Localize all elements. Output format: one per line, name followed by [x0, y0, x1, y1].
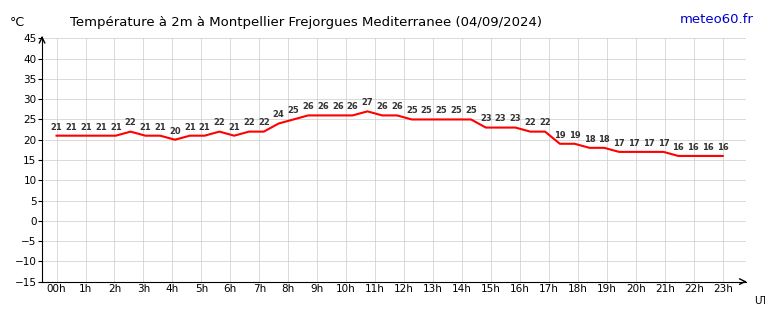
Text: 17: 17: [658, 139, 669, 148]
Text: 27: 27: [362, 98, 373, 107]
Text: 21: 21: [110, 123, 122, 132]
Text: 18: 18: [598, 135, 610, 144]
Text: 17: 17: [643, 139, 655, 148]
Text: 25: 25: [465, 106, 477, 115]
Text: °C: °C: [10, 16, 25, 29]
Text: 23: 23: [495, 115, 506, 124]
Text: 21: 21: [80, 123, 92, 132]
Text: 22: 22: [213, 118, 225, 127]
Text: 21: 21: [184, 123, 196, 132]
Text: 21: 21: [155, 123, 166, 132]
Text: UTC: UTC: [754, 296, 765, 306]
Text: 26: 26: [317, 102, 329, 111]
Text: 19: 19: [554, 131, 565, 140]
Text: 25: 25: [406, 106, 418, 115]
Text: 26: 26: [302, 102, 314, 111]
Text: 24: 24: [273, 110, 285, 119]
Text: 22: 22: [243, 118, 255, 127]
Text: Température à 2m à Montpellier Frejorgues Mediterranee (04/09/2024): Température à 2m à Montpellier Frejorgue…: [70, 16, 542, 29]
Text: 16: 16: [717, 143, 728, 152]
Text: 16: 16: [702, 143, 714, 152]
Text: 22: 22: [125, 118, 136, 127]
Text: meteo60.fr: meteo60.fr: [679, 13, 754, 26]
Text: 21: 21: [139, 123, 151, 132]
Text: 22: 22: [258, 118, 270, 127]
Text: 25: 25: [288, 106, 299, 115]
Text: 20: 20: [169, 127, 181, 136]
Text: 19: 19: [569, 131, 581, 140]
Text: 17: 17: [628, 139, 640, 148]
Text: 16: 16: [672, 143, 684, 152]
Text: 21: 21: [228, 123, 240, 132]
Text: 21: 21: [50, 123, 63, 132]
Text: 21: 21: [66, 123, 77, 132]
Text: 25: 25: [435, 106, 448, 115]
Text: 23: 23: [509, 115, 521, 124]
Text: 23: 23: [480, 115, 492, 124]
Text: 26: 26: [391, 102, 403, 111]
Text: 22: 22: [539, 118, 551, 127]
Text: 25: 25: [451, 106, 462, 115]
Text: 26: 26: [332, 102, 343, 111]
Text: 17: 17: [614, 139, 625, 148]
Text: 21: 21: [199, 123, 210, 132]
Text: 16: 16: [687, 143, 699, 152]
Text: 21: 21: [95, 123, 107, 132]
Text: 22: 22: [524, 118, 536, 127]
Text: 18: 18: [584, 135, 595, 144]
Text: 25: 25: [421, 106, 432, 115]
Text: 26: 26: [376, 102, 388, 111]
Text: 26: 26: [347, 102, 359, 111]
